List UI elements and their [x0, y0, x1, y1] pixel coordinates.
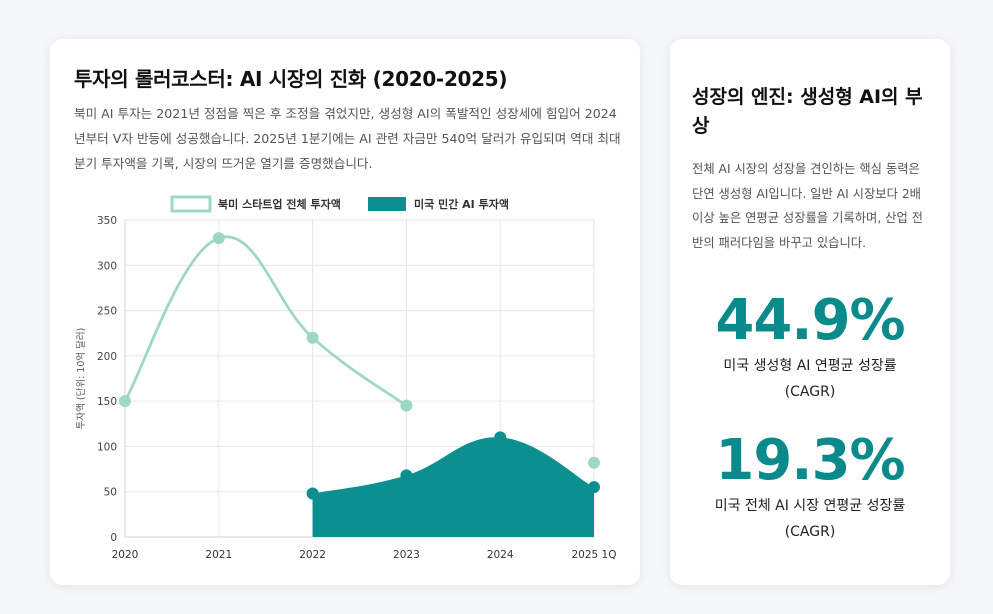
series-ai-investment-area — [312, 437, 594, 537]
startup-investment-point — [588, 456, 600, 469]
legend-label: 미국 민간 AI 투자액 — [414, 197, 509, 211]
y-tick-label: 200 — [97, 351, 117, 363]
ai-investment-point — [306, 487, 319, 500]
y-tick-label: 100 — [97, 441, 117, 453]
startup-investment-point — [306, 331, 319, 344]
y-tick-label: 150 — [97, 396, 117, 408]
stat-label: 미국 생성형 AI 연평균 성장률 (CAGR) — [723, 358, 897, 400]
investment-description: 북미 AI 투자는 2021년 정점을 찍은 후 조정을 겪었지만, 생성형 A… — [74, 106, 621, 171]
y-axis-label: 투자액 (단위: 10억 달러) — [75, 328, 87, 430]
stat-label: 미국 전체 AI 시장 연평균 성장률 (CAGR) — [714, 498, 906, 540]
legend-swatch — [170, 195, 212, 213]
legend-label: 북미 스타트업 전체 투자액 — [218, 197, 341, 211]
x-tick-label: 2024 — [487, 549, 514, 561]
investment-chart: 0 50 100 150 200 250 300 350 2020 2021 2022 2023 202… — [75, 195, 617, 561]
y-tick-label: 350 — [97, 215, 117, 227]
y-tick-label: 250 — [97, 306, 117, 318]
chart-legend: 북미 스타트업 전체 투자액 미국 민간 AI 투자액 — [170, 195, 509, 213]
growth-description: 전체 AI 시장의 성장을 견인하는 핵심 동력은 단연 생성형 AI입니다. … — [692, 162, 923, 250]
startup-investment-point — [119, 395, 131, 408]
y-tick-label: 50 — [104, 487, 117, 499]
x-tick-label: 2022 — [299, 549, 326, 561]
stat-generative-ai-cagr: 44.9% 미국 생성형 AI 연평균 성장률 (CAGR) — [670, 289, 950, 405]
ai-investment-point — [494, 431, 507, 444]
growth-title: 성장의 엔진: 생성형 AI의 부상 — [692, 86, 923, 137]
investment-card: 투자의 롤러코스터: AI 시장의 진화 (2020-2025) 북미 AI 투… — [50, 39, 640, 585]
x-tick-label: 2020 — [112, 549, 139, 561]
y-tick-label: 0 — [110, 532, 117, 544]
legend-swatch — [368, 197, 406, 211]
stat-value: 44.9% — [715, 288, 905, 353]
growth-card: 성장의 엔진: 생성형 AI의 부상 전체 AI 시장의 성장을 견인하는 핵심… — [670, 39, 950, 585]
x-tick-label: 2023 — [393, 549, 420, 561]
startup-investment-point — [212, 232, 225, 245]
x-tick-label: 2021 — [205, 549, 232, 561]
stat-value: 19.3% — [715, 428, 905, 493]
page-title: 투자의 롤러코스터: AI 시장의 진화 (2020-2025) — [74, 67, 508, 91]
stat-total-ai-cagr: 19.3% 미국 전체 AI 시장 연평균 성장률 (CAGR) — [670, 429, 950, 545]
y-tick-label: 300 — [97, 260, 117, 272]
ai-investment-point — [588, 481, 600, 494]
ai-investment-point — [400, 469, 413, 482]
startup-investment-point — [400, 399, 413, 412]
x-tick-label: 2025 1Q — [571, 549, 616, 561]
series-startup-investment-line — [123, 235, 408, 407]
